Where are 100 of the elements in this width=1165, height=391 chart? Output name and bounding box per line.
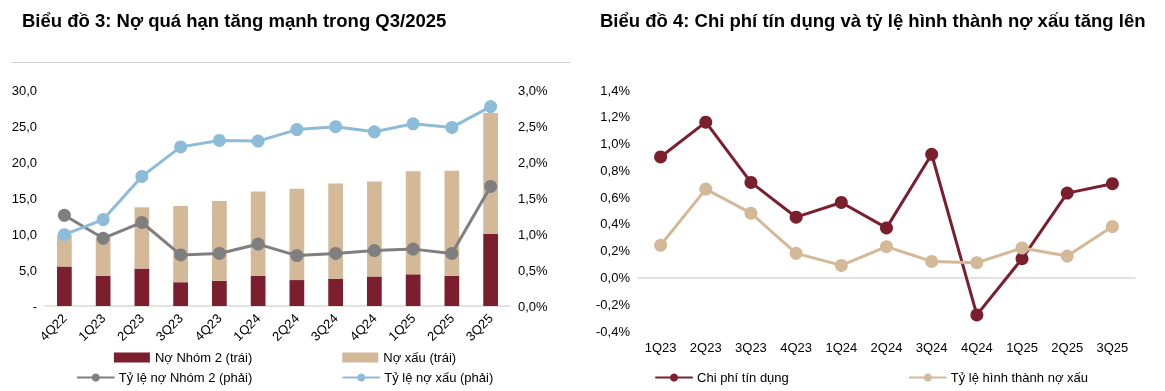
y2-tick-label: 2,5% [518, 118, 549, 134]
point [57, 228, 71, 242]
x-tick-label: 4Q23 [780, 340, 813, 355]
y-tick-label: -0,4% [596, 323, 631, 339]
bar [289, 280, 305, 306]
point [212, 246, 226, 260]
bar [95, 275, 111, 306]
bar [444, 275, 460, 306]
point [445, 246, 459, 260]
bar [328, 183, 343, 279]
point [834, 258, 848, 272]
point [789, 246, 803, 260]
point [96, 213, 110, 227]
y-tick-label: 0,8% [600, 162, 631, 178]
point [1060, 249, 1074, 263]
y-tick-label: 30,0 [11, 82, 37, 98]
point [290, 123, 304, 137]
x-tick-label: 2Q24 [870, 340, 903, 355]
y-tick-label: 0,2% [600, 243, 631, 259]
x-tick-label: 2Q25 [1051, 340, 1084, 355]
point [174, 248, 188, 262]
bar [134, 268, 150, 306]
legend-label: Nợ Nhóm 2 (trái) [154, 350, 253, 365]
bar [405, 171, 421, 275]
point [1015, 252, 1029, 266]
x-tick-label: 3Q23 [735, 340, 767, 355]
legend-label: Chi phí tín dụng [697, 370, 789, 385]
point [925, 254, 939, 268]
bar [483, 234, 498, 306]
y2-tick-label: 3,0% [518, 82, 549, 98]
x-tick-label: 1Q25 [1006, 340, 1038, 355]
point [880, 221, 893, 235]
y-tick-label: 1,4% [600, 82, 631, 98]
point [57, 208, 71, 222]
bar [367, 276, 382, 306]
y-tick-label: 1,0% [600, 136, 631, 152]
y-tick-label: 1,2% [600, 109, 631, 125]
point [925, 147, 939, 161]
point [329, 246, 343, 260]
legend-label: Tỷ lệ nợ Nhóm 2 (phải) [118, 370, 253, 385]
x-tick-label: 3Q24 [915, 340, 948, 355]
x-tick-label: 1Q24 [825, 340, 858, 355]
point [290, 249, 304, 263]
y-tick-label: 0,4% [600, 216, 631, 232]
y-tick-label: 20,0 [11, 154, 37, 170]
y2-tick-label: 2,0% [518, 154, 549, 170]
point [880, 240, 893, 254]
chart-title: Biểu đồ 4: Chi phí tín dụng và tỷ lệ hình thành nợ xấu tăng lên [600, 10, 1147, 31]
point [484, 179, 498, 193]
point [174, 140, 188, 154]
point [654, 150, 668, 164]
y-tick-label: 10,0 [11, 226, 37, 242]
point [212, 133, 226, 147]
point [406, 242, 420, 256]
bar [250, 275, 266, 306]
bar [212, 280, 227, 306]
point [789, 210, 803, 224]
point [135, 215, 149, 229]
bar [173, 282, 188, 306]
point [329, 120, 343, 134]
chart-title: Biểu đồ 3: Nợ quá hạn tăng mạnh trong Q3/2025 [22, 10, 448, 31]
point [367, 244, 381, 258]
legend-label: Tỷ lệ nợ xấu (phải) [384, 370, 494, 385]
y2-tick-label: 1,5% [518, 190, 549, 206]
point [1015, 241, 1029, 255]
y-tick-label: 25,0 [11, 118, 37, 134]
point [406, 117, 420, 131]
legend-label: Nợ xấu (trái) [383, 350, 457, 365]
point [1060, 186, 1074, 200]
point [654, 238, 668, 252]
y2-tick-label: 1,0% [518, 226, 549, 242]
x-tick-label: 3Q25 [1096, 340, 1129, 355]
point [445, 120, 459, 134]
point [135, 169, 149, 183]
y-tick-label: 15,0 [11, 190, 37, 206]
y-tick-label: 0,0% [600, 269, 631, 285]
point [970, 256, 984, 270]
point [744, 206, 758, 220]
x-tick-label: 2Q23 [689, 340, 722, 355]
point [744, 175, 758, 189]
x-tick-label: 4Q24 [960, 340, 993, 355]
x-tick-label: 1Q23 [644, 340, 677, 355]
point [834, 195, 848, 209]
point [970, 308, 984, 322]
point [367, 125, 381, 139]
y2-tick-label: 0,0% [518, 298, 549, 314]
point [251, 237, 265, 251]
point [1105, 220, 1119, 234]
bar [483, 113, 498, 234]
legend-label: Tỷ lệ hình thành nợ xấu [950, 370, 1088, 385]
bar [405, 274, 421, 306]
point [1105, 177, 1119, 191]
y-tick-label: 5,0 [18, 262, 37, 278]
y-tick-label: - [32, 298, 37, 314]
point [251, 134, 265, 148]
point [96, 231, 110, 245]
bar [328, 278, 343, 306]
y-tick-label: 0,6% [600, 189, 631, 205]
bar [57, 266, 72, 306]
y2-tick-label: 0,5% [518, 262, 549, 278]
